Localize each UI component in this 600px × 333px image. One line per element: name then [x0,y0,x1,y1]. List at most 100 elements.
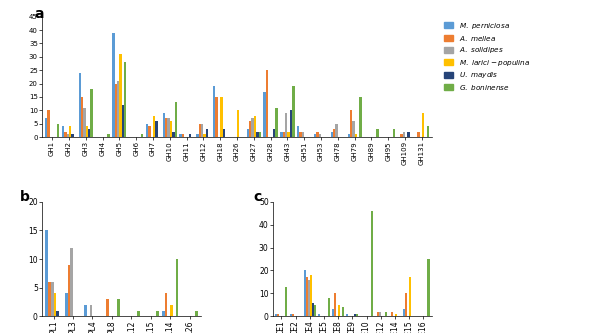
Bar [286,286,287,316]
Bar [409,277,411,316]
Bar [335,124,338,137]
Bar [201,124,203,137]
Bar [385,312,387,316]
Bar [391,312,393,316]
Bar [115,84,117,137]
Bar [175,102,177,137]
Bar [318,314,320,316]
Bar [314,305,316,316]
Bar [90,305,92,316]
Bar [68,265,70,316]
Bar [162,311,164,316]
Bar [393,129,395,137]
Bar [215,97,218,137]
Bar [62,126,64,137]
Bar [275,108,278,137]
Bar [254,116,256,137]
Bar [422,113,424,137]
Bar [119,54,122,137]
Bar [69,126,71,137]
Bar [141,135,143,137]
Bar [163,113,165,137]
Bar [371,211,373,316]
Bar [64,132,67,137]
Bar [170,305,173,316]
Bar [395,314,397,316]
Bar [124,62,127,137]
Bar [292,86,295,137]
Bar [377,312,379,316]
Bar [334,293,336,316]
Bar [118,299,120,316]
Legend: $\it{M.}$ $\it{perniciosa}$, $\it{A.}$ $\it{mellea}$, $\it{A.}$ $\it{solidipes}$: $\it{M.}$ $\it{perniciosa}$, $\it{A.}$ $… [443,20,531,92]
Bar [195,311,198,316]
Bar [137,311,140,316]
Bar [314,135,316,137]
Bar [376,129,379,137]
Bar [223,129,225,137]
Bar [107,135,110,137]
Bar [400,135,403,137]
Bar [165,118,167,137]
Bar [277,314,280,316]
Bar [319,135,321,137]
Bar [164,293,167,316]
Bar [148,126,151,137]
Bar [338,305,340,316]
Bar [256,132,259,137]
Bar [237,110,239,137]
Bar [176,259,178,316]
Bar [347,135,350,137]
Bar [70,247,73,316]
Bar [266,70,268,137]
Bar [379,312,381,316]
Bar [91,89,93,137]
Bar [427,259,430,316]
Bar [155,121,158,137]
Text: c: c [254,190,262,204]
Bar [179,135,182,137]
Bar [290,314,292,316]
Bar [51,282,53,316]
Bar [302,132,304,137]
Bar [71,135,74,137]
Bar [356,314,358,316]
Bar [220,97,223,137]
Bar [331,132,333,137]
Bar [346,314,349,316]
Bar [306,277,308,316]
Bar [332,309,334,316]
Bar [47,110,50,137]
Bar [84,305,87,316]
Bar [352,121,355,137]
Bar [249,121,251,137]
Bar [247,129,249,137]
Bar [167,118,170,137]
Bar [283,132,285,137]
Bar [403,132,405,137]
Bar [299,132,302,137]
Bar [359,97,362,137]
Bar [122,105,124,137]
Bar [106,299,109,316]
Bar [316,132,319,137]
Bar [79,73,81,137]
Bar [153,116,155,137]
Bar [189,135,191,137]
Bar [203,135,206,137]
Bar [67,135,69,137]
Bar [65,293,68,316]
Bar [182,135,184,137]
Bar [287,132,290,137]
Bar [83,108,86,137]
Bar [350,110,352,137]
Bar [206,129,208,137]
Bar [355,314,356,316]
Text: b: b [20,190,29,204]
Bar [117,81,119,137]
Bar [45,118,47,137]
Bar [407,132,410,137]
Bar [308,280,310,316]
Bar [251,118,254,137]
Bar [196,135,199,137]
